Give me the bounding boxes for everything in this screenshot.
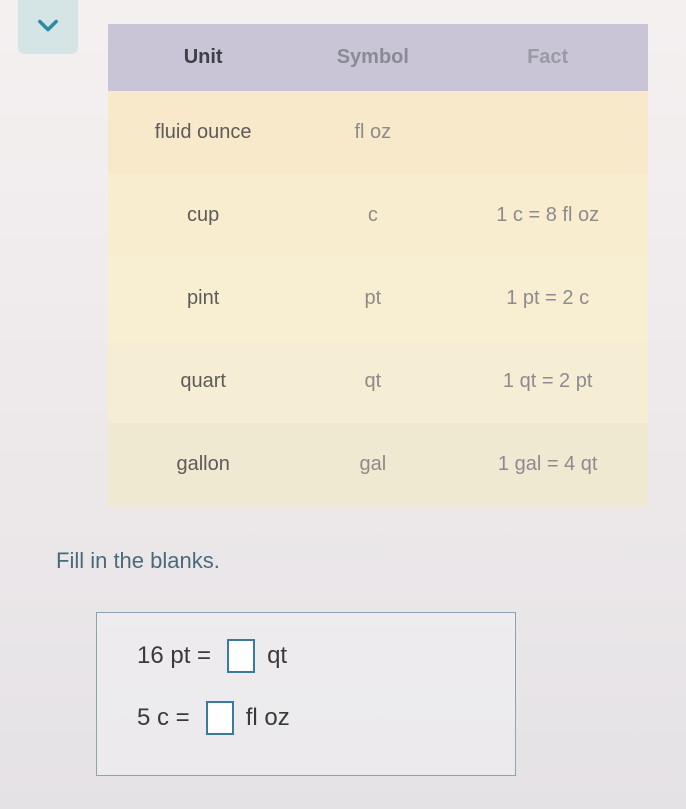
cell-symbol: pt — [298, 257, 447, 340]
equation-unit: qt — [267, 642, 287, 670]
cell-unit: gallon — [108, 423, 298, 506]
cell-fact: 1 qt = 2 pt — [447, 340, 648, 423]
cell-symbol: fl oz — [298, 91, 447, 174]
instruction-text: Fill in the blanks. — [56, 548, 220, 574]
cell-symbol: qt — [298, 340, 447, 423]
table-row: cup c 1 c = 8 fl oz — [108, 174, 648, 257]
chevron-down-icon — [34, 11, 62, 44]
cell-fact: 1 gal = 4 qt — [447, 423, 648, 506]
cell-symbol: c — [298, 174, 447, 257]
col-header-unit: Unit — [108, 24, 298, 91]
cell-fact: 1 pt = 2 c — [447, 257, 648, 340]
collapse-toggle[interactable] — [18, 0, 78, 54]
cell-symbol: gal — [298, 423, 447, 506]
table-row: fluid ounce fl oz — [108, 91, 648, 174]
cell-unit: quart — [108, 340, 298, 423]
blank-input[interactable] — [227, 639, 255, 673]
equation-row: 16 pt = qt — [137, 639, 475, 673]
cell-fact: 1 c = 8 fl oz — [447, 174, 648, 257]
col-header-symbol: Symbol — [298, 24, 447, 91]
col-header-fact: Fact — [447, 24, 648, 91]
table-row: pint pt 1 pt = 2 c — [108, 257, 648, 340]
cell-unit: fluid ounce — [108, 91, 298, 174]
table-row: gallon gal 1 gal = 4 qt — [108, 423, 648, 506]
cell-unit: pint — [108, 257, 298, 340]
conversion-table: Unit Symbol Fact fluid ounce fl oz cup c… — [108, 24, 648, 506]
equation-row: 5 c = fl oz — [137, 701, 475, 735]
cell-unit: cup — [108, 174, 298, 257]
equation-unit: fl oz — [246, 704, 290, 732]
cell-fact — [447, 91, 648, 174]
equation-lhs: 5 c = — [137, 704, 190, 732]
table-row: quart qt 1 qt = 2 pt — [108, 340, 648, 423]
equation-lhs: 16 pt = — [137, 642, 211, 670]
blank-input[interactable] — [206, 701, 234, 735]
answer-box: 16 pt = qt 5 c = fl oz — [96, 612, 516, 776]
